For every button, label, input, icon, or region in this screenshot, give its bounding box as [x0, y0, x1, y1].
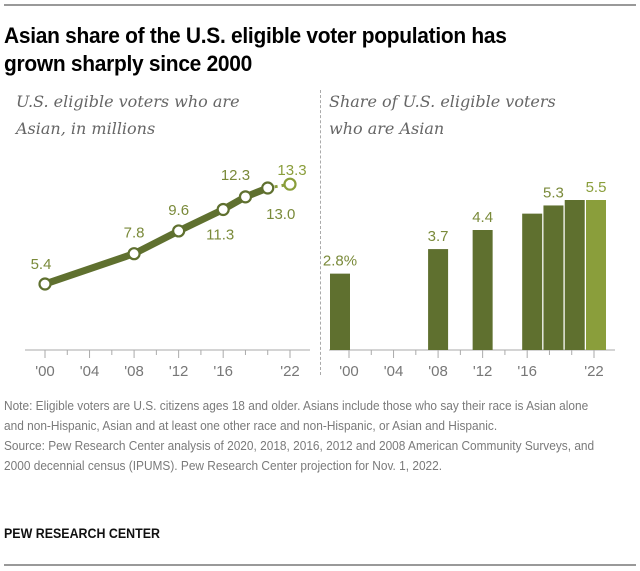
line-data-label: 5.4 [31, 256, 52, 273]
bar [522, 213, 543, 350]
bar-x-tick-label: '00 [339, 363, 359, 380]
bar-data-label: 3.7 [428, 228, 449, 245]
bar-x-tick-label: '08 [428, 363, 448, 380]
line-x-tick-label: '22 [280, 363, 300, 380]
left-chart-subtitle: U.S. eligible voters who are Asian, in m… [16, 88, 240, 142]
chart-title-line-1: Asian share of the U.S. eligible voter p… [4, 23, 507, 48]
bar-data-label: 4.4 [472, 209, 493, 226]
bar-x-tick-label: '16 [517, 363, 537, 380]
bar-data-label: 2.8% [323, 253, 357, 270]
right-chart-subtitle: Share of U.S. eligible voters who are As… [329, 88, 556, 142]
line-data-label: 9.6 [168, 202, 189, 219]
line-point-marker [216, 202, 230, 217]
line-x-tick-label: '12 [169, 363, 189, 380]
right-subtitle-line-2: who are Asian [329, 119, 445, 138]
line-point-marker [127, 247, 141, 261]
line-chart-eligible-voters: '00 '04 '08 '12 '16 '22 5.4 7.8 9.6 11.3 12.3 13.0 1… [25, 162, 310, 380]
bar [472, 230, 493, 350]
source-text: Source: Pew Research Center analysis of … [4, 439, 595, 473]
bar-x-tick-label: '12 [473, 363, 493, 380]
line-point-marker [261, 181, 275, 195]
bar [543, 205, 564, 350]
line-data-label: 11.3 [206, 226, 234, 243]
chart-title-line-2: grown sharply since 2000 [4, 51, 253, 76]
brand-label: PEW RESEARCH CENTER [4, 526, 160, 541]
top-rule [4, 4, 636, 6]
line-point-marker [38, 277, 52, 291]
bar-data-label: 5.5 [586, 179, 607, 196]
line-point-marker [172, 224, 186, 238]
bar-x-tick-label: '04 [384, 363, 404, 380]
line-data-label: 7.8 [124, 225, 145, 242]
line-series [41, 184, 272, 288]
line-data-label: 12.3 [221, 167, 250, 184]
bar [564, 200, 585, 350]
line-x-tick-label: '16 [213, 363, 233, 380]
line-data-label: 13.3 [277, 162, 306, 179]
bottom-rule [4, 564, 636, 566]
bar-x-tick-label: '22 [584, 363, 604, 380]
bar [586, 200, 606, 350]
line-point-marker [238, 190, 253, 204]
bar-data-label: 5.3 [543, 184, 564, 201]
left-subtitle-line-2: Asian, in millions [16, 119, 156, 138]
right-subtitle-line-1: Share of U.S. eligible voters [329, 92, 556, 111]
footer-notes: Note: Eligible voters are U.S. citizens … [4, 396, 604, 476]
line-point-marker [283, 177, 297, 191]
chart-title: Asian share of the U.S. eligible voter p… [4, 22, 581, 78]
left-subtitle-line-1: U.S. eligible voters who are [16, 92, 240, 111]
bar-chart-share-asian: '00 '04 '08 '12 '16 '22 2.8% 3.7 4.4 5.3 5.5 [323, 179, 615, 380]
note-text: Note: Eligible voters are U.S. citizens … [4, 399, 589, 433]
charts-canvas: '00 '04 '08 '12 '16 '22 5.4 7.8 9.6 11.3 12.3 13.0 1… [25, 162, 615, 380]
panel-divider [320, 90, 321, 375]
line-x-tick-label: '04 [80, 363, 100, 380]
line-x-tick-label: '00 [35, 363, 55, 380]
line-x-tick-label: '08 [124, 363, 144, 380]
line-data-label: 13.0 [266, 206, 295, 223]
bar [330, 273, 350, 350]
bar [428, 249, 449, 350]
